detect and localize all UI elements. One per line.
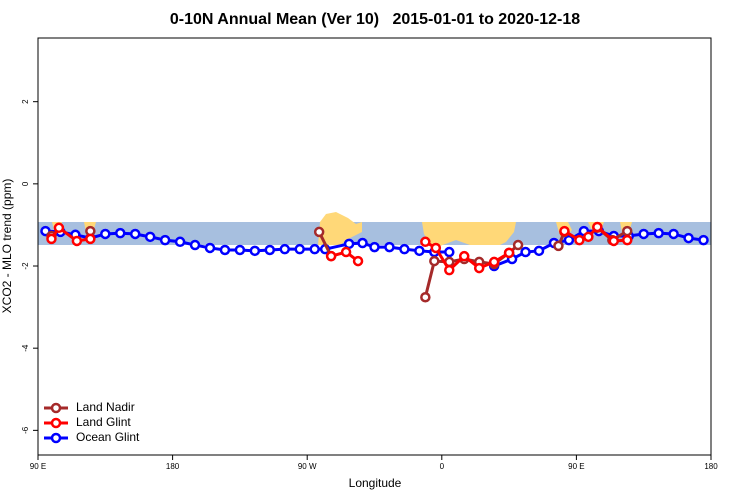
y-tick-label: 2 <box>21 99 30 104</box>
series-point <box>343 238 355 250</box>
series-point <box>553 240 564 252</box>
series-point <box>85 233 96 245</box>
map-band <box>38 212 711 246</box>
series-line <box>50 225 91 243</box>
x-axis-label: Longitude <box>349 476 402 490</box>
series-point <box>592 221 603 233</box>
series-line <box>45 229 450 254</box>
series-point <box>574 234 585 246</box>
series-point <box>309 243 320 255</box>
series-point <box>174 236 186 248</box>
series-point <box>369 241 380 253</box>
plot-frame <box>37 37 712 456</box>
y-tick-label: -6 <box>21 426 30 434</box>
series-point <box>520 246 531 258</box>
series-point <box>357 237 368 249</box>
series-point <box>129 228 141 240</box>
legend-marker <box>50 402 62 414</box>
land-south-america <box>318 212 362 245</box>
series-point <box>204 242 216 254</box>
x-tick-label: 90 E <box>568 462 584 471</box>
chart-title: 0-10N Annual Mean (Ver 10) 2015-01-01 to… <box>170 11 580 28</box>
series-point <box>583 231 594 243</box>
series-point <box>399 243 410 255</box>
series-point <box>559 225 570 237</box>
x-tick-label: 180 <box>704 462 718 471</box>
series-point <box>512 239 524 251</box>
series-point <box>159 234 171 246</box>
series-point <box>488 256 500 268</box>
series-point <box>264 244 276 256</box>
series-point <box>340 246 352 258</box>
x-tick-label: 90 W <box>298 462 317 471</box>
series-point <box>352 255 364 267</box>
y-tick-label: -2 <box>21 262 30 270</box>
legend-label: Ocean Glint <box>76 430 140 444</box>
series-point <box>608 235 620 247</box>
y-tick-label: -4 <box>21 344 30 352</box>
y-axis-label: XCO2 - MLO trend (ppm) <box>0 179 14 314</box>
series-point <box>414 245 425 257</box>
series-point <box>53 222 65 234</box>
series-point <box>430 242 442 254</box>
series-point <box>115 227 126 239</box>
series-point <box>563 234 575 246</box>
series-point <box>444 246 455 258</box>
series-point <box>100 228 111 240</box>
series-point <box>533 245 545 257</box>
series-point <box>503 247 515 259</box>
series-point <box>249 245 261 257</box>
x-tick-label: 180 <box>166 462 180 471</box>
series-point <box>458 250 470 262</box>
legend-label: Land Glint <box>76 415 131 429</box>
series-point <box>325 250 337 262</box>
series-point <box>384 241 395 253</box>
series-point <box>144 231 156 243</box>
series-point <box>279 243 291 255</box>
series <box>46 221 633 276</box>
ocean-band <box>38 222 711 245</box>
series-point <box>668 228 679 240</box>
series-point <box>420 236 431 248</box>
legend-marker <box>50 417 62 429</box>
series-point <box>698 234 709 246</box>
series-point <box>429 255 440 267</box>
y-tick-label: 0 <box>21 181 30 186</box>
land-africa <box>422 222 516 246</box>
legend-marker <box>50 432 62 444</box>
series-point <box>683 232 694 244</box>
series-point <box>473 262 485 274</box>
series-point <box>71 235 83 247</box>
series-point <box>621 225 633 237</box>
series-point <box>294 243 305 255</box>
series-point <box>189 239 201 251</box>
series-point <box>313 226 325 238</box>
series-point <box>46 233 57 245</box>
series-point <box>653 227 664 239</box>
series-point <box>219 244 231 256</box>
series-point <box>444 264 455 276</box>
legend-label: Land Nadir <box>76 400 135 414</box>
series-point <box>420 291 431 303</box>
x-tick-label: 0 <box>440 462 445 471</box>
series-point <box>234 244 246 256</box>
x-tick-label: 90 E <box>30 462 46 471</box>
series-point <box>621 234 633 246</box>
series-point <box>638 228 649 240</box>
